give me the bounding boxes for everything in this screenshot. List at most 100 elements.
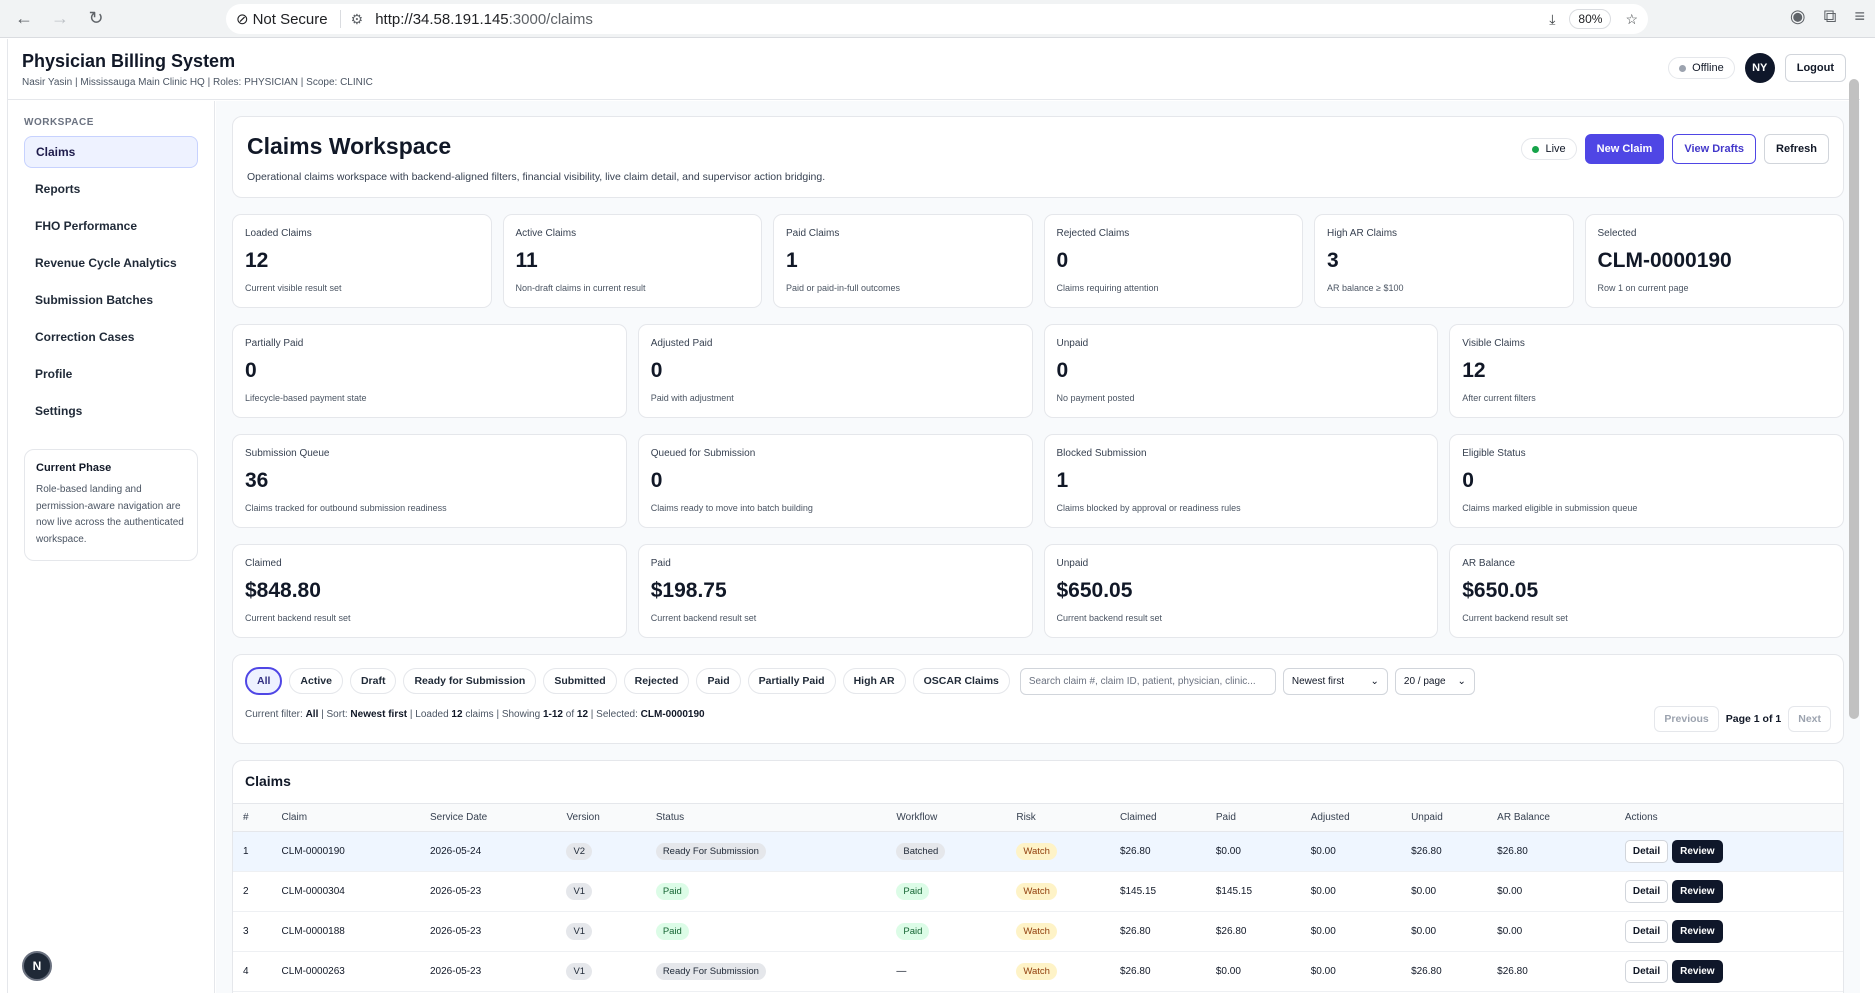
version-badge: V2	[566, 843, 593, 860]
avatar[interactable]: NY	[1744, 53, 1775, 83]
status-badge: Ready For Submission	[655, 963, 766, 980]
ar-balance: $26.80	[1497, 846, 1528, 857]
url-text[interactable]: http://34.58.191.145:3000/claims	[375, 10, 593, 28]
column-header: Unpaid	[1405, 804, 1492, 832]
forward-icon[interactable]: →	[51, 8, 69, 28]
refresh-button[interactable]: Refresh	[1764, 134, 1829, 164]
sidebar-item-claims[interactable]: Claims	[24, 136, 198, 168]
paid-amount: $145.15	[1215, 886, 1253, 897]
filter-panel: All Active Draft Ready for Submission Su…	[232, 654, 1844, 744]
sidebar-item-settings[interactable]: Settings	[35, 404, 83, 418]
detail-button[interactable]: Detail	[1624, 960, 1669, 983]
summary-stats-row: Loaded Claims 12 Current visible result se…	[232, 214, 1844, 308]
review-button[interactable]: Review	[1672, 920, 1723, 943]
claims-table: # Claim Service Date Version Status Workflow R…	[233, 804, 1843, 992]
unpaid-amount: $26.80	[1411, 966, 1442, 977]
menu-icon[interactable]: ≡	[1854, 6, 1865, 26]
stat-card-eligible-status: Eligible Status 0 Claims marked eligible i…	[1449, 434, 1844, 528]
risk-badge: Watch	[1016, 923, 1057, 940]
page-scrollbar[interactable]	[1849, 79, 1859, 719]
sidebar-item-reports[interactable]: Reports	[35, 182, 81, 196]
sidebar-item-submission-batches[interactable]: Submission Batches	[35, 293, 154, 307]
filter-chip-all[interactable]: All	[245, 667, 283, 695]
filter-chip-oscar-claims[interactable]: OSCAR Claims	[912, 668, 1010, 694]
site-settings-icon[interactable]: ⚙	[350, 10, 364, 27]
zoom-indicator[interactable]: 80%	[1569, 9, 1612, 29]
sidebar-item-profile[interactable]: Profile	[35, 367, 73, 381]
security-indicator[interactable]: ⊘ Not Secure	[236, 10, 341, 28]
sidebar-item-revenue-cycle-analytics[interactable]: Revenue Cycle Analytics	[35, 256, 177, 270]
bookmark-star-icon[interactable]: ☆	[1625, 10, 1638, 27]
filter-chip-paid[interactable]: Paid	[696, 668, 741, 694]
back-icon[interactable]: ←	[15, 8, 33, 28]
row-number: 3	[243, 926, 249, 937]
extensions-icon[interactable]: ⧉	[1823, 6, 1837, 26]
paid-amount: $0.00	[1215, 846, 1241, 857]
stat-card-ar-balance: AR Balance $650.05 Current backend result …	[1449, 544, 1844, 638]
review-button[interactable]: Review	[1672, 840, 1723, 863]
table-row[interactable]: 1 CLM-0000190 2026-05-24 V2 Ready For Submis…	[233, 831, 1843, 872]
filter-chip-draft[interactable]: Draft	[349, 668, 397, 694]
stat-card-unpaid: Unpaid 0 No payment posted	[1043, 324, 1439, 418]
table-row[interactable]: 3 CLM-0000188 2026-05-23 V1 Paid Paid Watch $26…	[233, 911, 1843, 952]
chevron-down-icon: ⌄	[1457, 675, 1466, 687]
status-badge: Ready For Submission	[655, 843, 766, 860]
table-row[interactable]: 4 CLM-0000263 2026-05-23 V1 Ready For Submis…	[233, 951, 1843, 992]
service-date: 2026-05-23	[430, 886, 482, 897]
unpaid-amount: $26.80	[1411, 846, 1442, 857]
dev-tools-badge[interactable]: N	[22, 951, 52, 981]
column-header: Version	[560, 804, 650, 832]
address-bar[interactable]: ⊘ Not Secure ⚙ http://34.58.191.145:3000/…	[226, 4, 1648, 34]
ar-balance: $0.00	[1497, 886, 1523, 897]
column-header: Claim	[275, 804, 424, 832]
claims-table-title: Claims	[233, 761, 1843, 804]
status-badge: Paid	[655, 883, 689, 900]
filter-chip-active[interactable]: Active	[289, 668, 343, 694]
column-header: AR Balance	[1491, 804, 1619, 832]
column-header: Workflow	[890, 804, 1011, 832]
paid-amount: $26.80	[1215, 926, 1247, 937]
next-page-button[interactable]: Next	[1788, 706, 1831, 732]
filter-chip-rejected[interactable]: Rejected	[623, 668, 690, 694]
version-badge: V1	[566, 923, 593, 940]
row-number: 4	[243, 966, 249, 977]
view-drafts-button[interactable]: View Drafts	[1672, 134, 1757, 164]
workflow-empty: —	[896, 966, 907, 977]
page-title: Claims Workspace	[247, 133, 452, 159]
detail-button[interactable]: Detail	[1624, 920, 1669, 943]
sidebar-item-correction-cases[interactable]: Correction Cases	[35, 330, 135, 344]
table-row[interactable]: 2 CLM-0000304 2026-05-23 V1 Paid Paid Watch $14…	[233, 871, 1843, 912]
user-context: Nasir Yasin | Mississauga Main Clinic HQ…	[22, 76, 373, 88]
sidebar-item-fho-performance[interactable]: FHO Performance	[35, 219, 138, 233]
filter-chip-high-ar[interactable]: High AR	[842, 668, 906, 694]
browser-toolbar: ← → ↻ ⊘ Not Secure ⚙ http://34.58.191.145…	[0, 0, 1875, 38]
page-size-select[interactable]: 20 / page ⌄	[1394, 667, 1475, 695]
app-root: Physician Billing System Nasir Yasin | M…	[7, 39, 1860, 993]
install-icon[interactable]: ⤓	[1549, 10, 1556, 27]
column-header: Risk	[1010, 804, 1114, 832]
claims-table-card: Claims # Claim Service Date Version Status Wo…	[232, 760, 1844, 993]
column-header: Claimed	[1113, 804, 1210, 832]
review-button[interactable]: Review	[1672, 960, 1723, 983]
detail-button[interactable]: Detail	[1624, 880, 1669, 903]
logout-button[interactable]: Logout	[1784, 54, 1846, 82]
offline-dot-icon	[1679, 64, 1687, 72]
stat-card-queued-for-submission: Queued for Submission 0 Claims ready to mo…	[637, 434, 1033, 528]
detail-button[interactable]: Detail	[1624, 840, 1669, 863]
submission-stats-row: Submission Queue 36 Claims tracked for out…	[232, 434, 1844, 528]
sort-select[interactable]: Newest first ⌄	[1282, 667, 1388, 695]
search-input[interactable]: Search claim #, claim ID, patient, physi…	[1019, 667, 1276, 695]
previous-page-button[interactable]: Previous	[1654, 706, 1719, 732]
live-dot-icon	[1532, 145, 1540, 153]
workspace-header: Claims Workspace Operational claims work…	[232, 116, 1844, 198]
new-claim-button[interactable]: New Claim	[1584, 134, 1665, 164]
stat-card-adjusted-paid: Adjusted Paid 0 Paid with adjustment	[637, 324, 1033, 418]
profile-icon[interactable]: ◉	[1789, 6, 1806, 26]
stat-card-unpaid-amount: Unpaid $650.05 Current backend result set	[1043, 544, 1439, 638]
filter-chip-submitted[interactable]: Submitted	[543, 668, 617, 694]
reload-icon[interactable]: ↻	[88, 8, 104, 28]
filter-chip-partially-paid[interactable]: Partially Paid	[747, 668, 836, 694]
review-button[interactable]: Review	[1672, 880, 1723, 903]
filter-chip-ready-for-submission[interactable]: Ready for Submission	[403, 668, 537, 694]
claimed-amount: $26.80	[1119, 846, 1151, 857]
